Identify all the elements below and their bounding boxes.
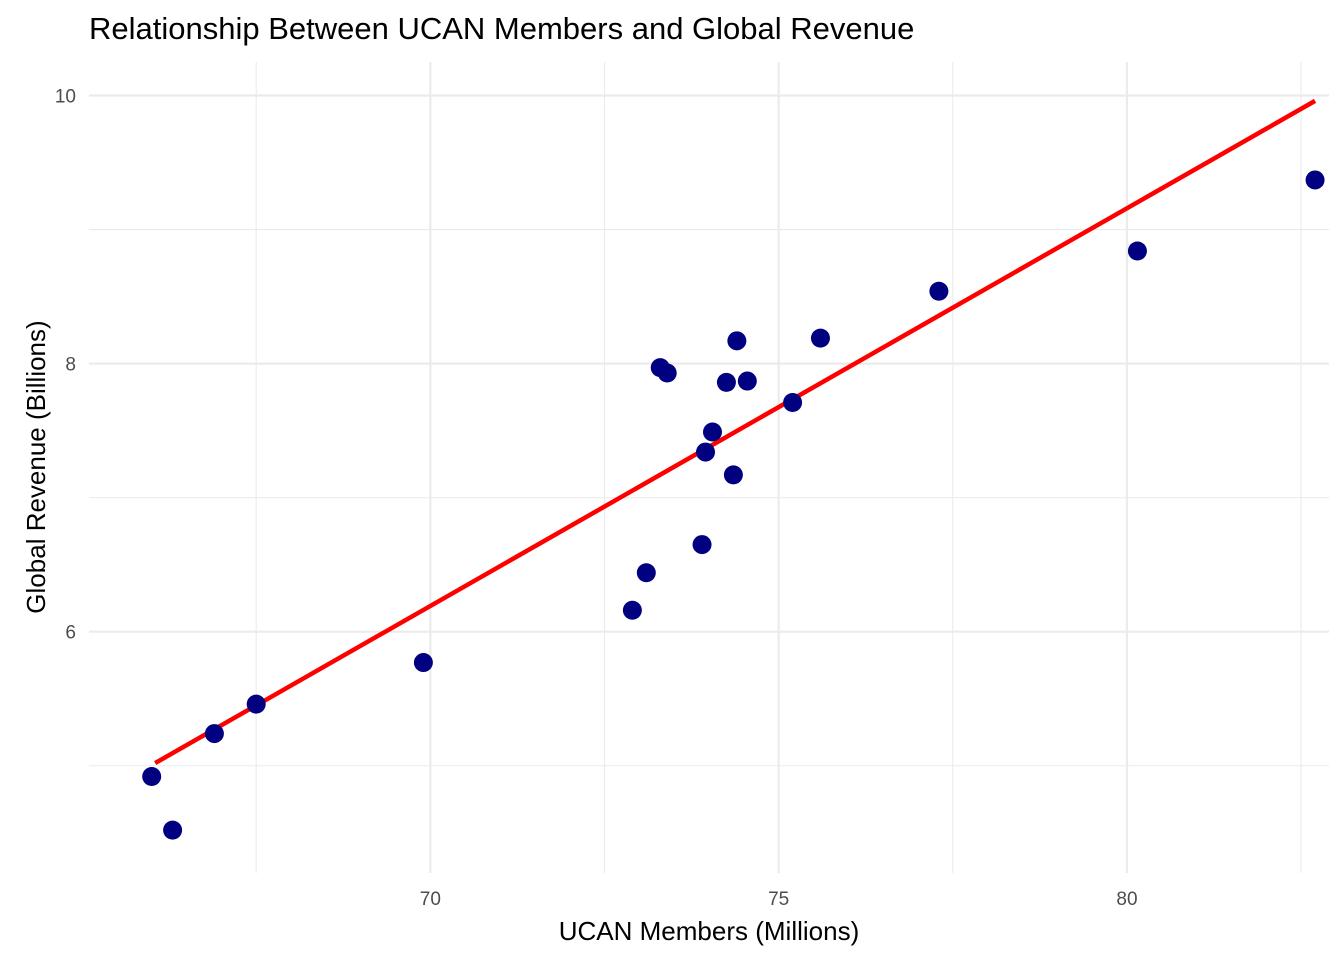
x-tick-label: 75 — [768, 889, 789, 910]
y-tick-label: 10 — [55, 87, 76, 108]
data-points — [142, 170, 1325, 840]
data-point — [622, 600, 642, 620]
data-point — [246, 694, 266, 714]
x-tick-label: 70 — [420, 889, 441, 910]
data-point — [716, 372, 736, 392]
minor-gridlines — [89, 62, 1329, 873]
x-tick-label: 80 — [1116, 889, 1137, 910]
y-axis-title: Global Revenue (Billions) — [21, 320, 51, 613]
data-point — [142, 766, 162, 786]
data-point — [702, 422, 722, 442]
data-point — [636, 563, 656, 583]
chart-title: Relationship Between UCAN Members and Gl… — [89, 11, 914, 46]
data-point — [657, 363, 677, 383]
data-point — [692, 535, 712, 555]
data-point — [1305, 170, 1325, 190]
data-point — [413, 653, 433, 673]
data-point — [783, 392, 803, 412]
data-point — [1127, 241, 1147, 261]
data-point — [737, 371, 757, 391]
data-point — [929, 281, 949, 301]
trend-line — [154, 98, 1317, 766]
y-tick-label: 8 — [65, 355, 76, 376]
x-axis-title: UCAN Members (Millions) — [559, 916, 859, 946]
data-point — [163, 820, 183, 840]
data-point — [723, 465, 743, 485]
trend-line-layer — [154, 98, 1317, 766]
x-axis-tick-labels: 70 75 80 — [420, 889, 1138, 910]
data-point — [727, 331, 747, 351]
y-axis-tick-labels: 6 8 10 — [55, 87, 76, 644]
data-point — [204, 724, 224, 744]
y-tick-label: 6 — [65, 623, 76, 644]
major-gridlines — [89, 62, 1329, 873]
data-point — [810, 328, 830, 348]
data-point — [696, 442, 716, 462]
